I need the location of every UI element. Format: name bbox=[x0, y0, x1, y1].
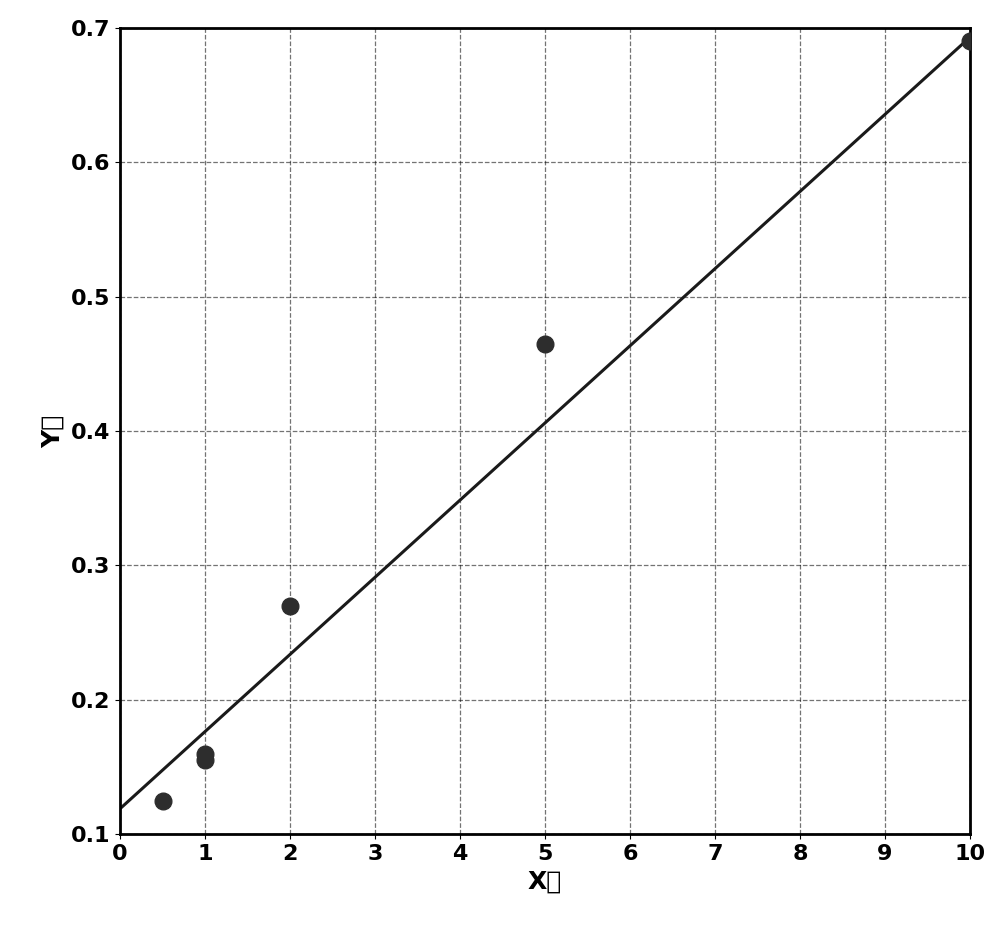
Point bbox=[154, 794, 170, 808]
Point bbox=[962, 34, 978, 49]
Point bbox=[537, 337, 553, 351]
Y-axis label: Y値: Y値 bbox=[41, 414, 65, 448]
Point bbox=[197, 753, 213, 768]
X-axis label: X値: X値 bbox=[528, 870, 562, 894]
Point bbox=[197, 746, 213, 761]
Point bbox=[282, 599, 298, 614]
